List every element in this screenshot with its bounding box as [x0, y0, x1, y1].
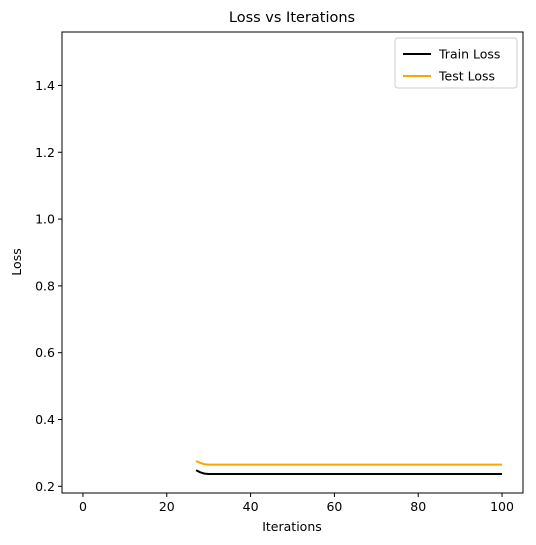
- y-axis-label: Loss: [9, 248, 24, 275]
- legend-label: Train Loss: [438, 47, 500, 62]
- legend-label: Test Loss: [438, 69, 495, 84]
- y-tick-label: 0.6: [35, 345, 55, 360]
- y-tick-label: 1.2: [35, 145, 55, 160]
- x-tick-label: 100: [490, 499, 514, 514]
- x-tick-label: 20: [159, 499, 175, 514]
- y-tick-label: 0.2: [35, 479, 55, 494]
- plot-area: [195, 460, 503, 475]
- series-line-test-loss: [195, 460, 503, 466]
- chart-title: Loss vs Iterations: [229, 10, 355, 26]
- x-tick-label: 60: [326, 499, 342, 514]
- y-axis-ticks: 0.2 0.4 0.6 0.8 1.0 1.2 1.4: [35, 78, 62, 494]
- axes-frame: [61, 31, 524, 494]
- x-axis-ticks: 0 20 40 60 80 100: [79, 493, 514, 514]
- x-tick-label: 40: [243, 499, 259, 514]
- legend: Train Loss Test Loss: [394, 37, 518, 89]
- y-tick-label: 1.4: [35, 78, 55, 93]
- x-axis-label: Iterations: [262, 519, 322, 534]
- series-line-train-loss: [195, 469, 503, 475]
- y-tick-label: 0.4: [35, 412, 55, 427]
- y-tick-label: 1.0: [35, 212, 55, 227]
- y-tick-label: 0.8: [35, 278, 55, 293]
- x-tick-label: 80: [410, 499, 426, 514]
- x-tick-label: 0: [79, 499, 87, 514]
